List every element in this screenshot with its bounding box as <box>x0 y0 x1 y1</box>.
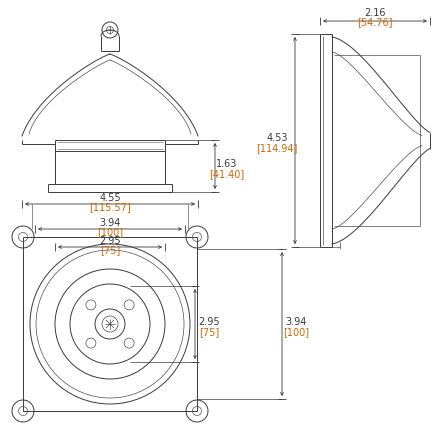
Text: [75]: [75] <box>100 244 120 254</box>
Text: 3.94: 3.94 <box>285 316 307 326</box>
Text: [114.94]: [114.94] <box>256 143 298 153</box>
Text: [100]: [100] <box>283 326 309 336</box>
Text: [115.57]: [115.57] <box>89 201 131 212</box>
Text: [41.40]: [41.40] <box>210 169 245 179</box>
Text: 1.63: 1.63 <box>216 159 238 169</box>
Text: 3.94: 3.94 <box>99 218 121 227</box>
Text: [54.76]: [54.76] <box>357 17 393 27</box>
Text: 4.55: 4.55 <box>99 193 121 202</box>
Text: 2.16: 2.16 <box>364 8 386 18</box>
Text: 2.95: 2.95 <box>198 316 220 326</box>
Text: 2.95: 2.95 <box>99 236 121 245</box>
Text: 4.53: 4.53 <box>266 133 288 143</box>
Text: [75]: [75] <box>199 326 219 336</box>
Text: [100]: [100] <box>97 226 123 237</box>
